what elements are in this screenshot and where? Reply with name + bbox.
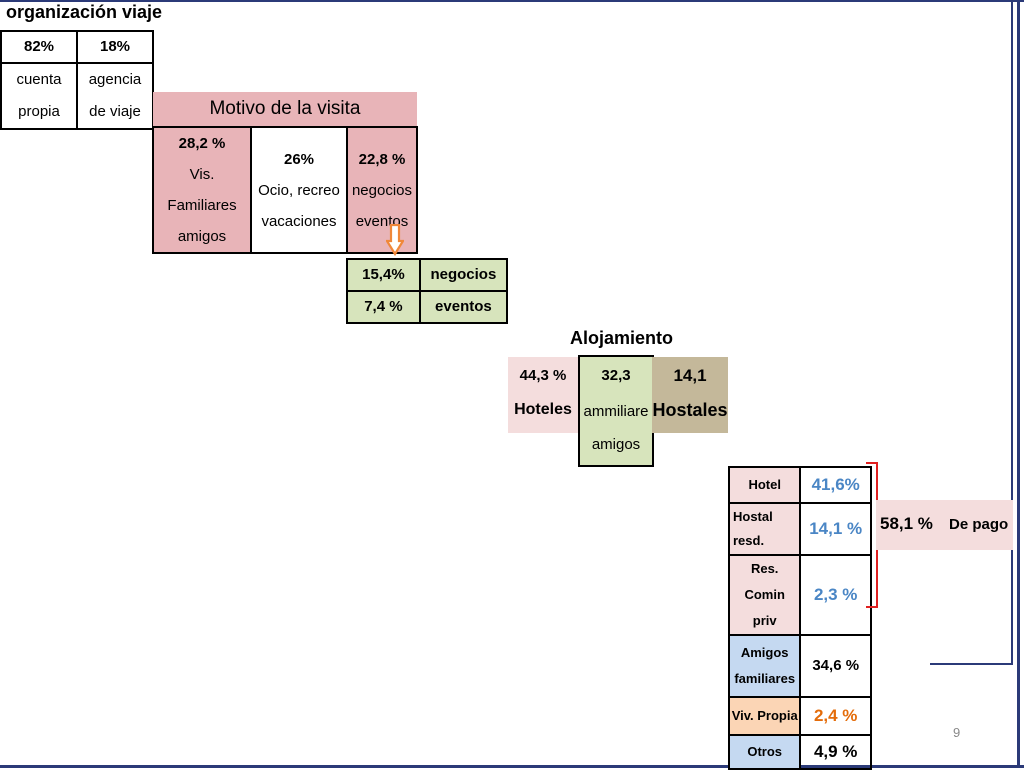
negocios-pct: 15,4%: [346, 258, 421, 292]
organizacion-label-agencia-line2: de viaje: [89, 103, 141, 120]
organizacion-pct-propia: 82%: [0, 30, 78, 64]
detalle-rescomin-label-line1: Res. Comin: [744, 561, 785, 602]
down-arrow-icon: [386, 224, 404, 256]
detalle-hostal-label-line1: Hostal: [733, 509, 773, 524]
detalle-amigos-label: Amigos familiares: [727, 634, 802, 698]
motivo-ocio-line1: Ocio, recreo: [258, 181, 340, 199]
detalle-hostal-label-line2: resd.: [733, 533, 765, 548]
detalle-hostal-label: Hostal resd.: [727, 502, 802, 556]
detalle-hotel-value: 41,6%: [799, 466, 872, 504]
detalle-otros-value: 4,9 %: [799, 734, 872, 770]
eventos-pct: 7,4 %: [346, 290, 421, 324]
organizacion-label-agencia: agencia de viaje: [76, 62, 154, 130]
de-pago-box: 58,1 % De pago: [876, 500, 1013, 550]
frame-top-border: [0, 0, 1024, 2]
motivo-ocio: 26% Ocio, recreo vacaciones: [250, 126, 348, 254]
motivo-ocio-line2: vacaciones: [261, 212, 337, 230]
detalle-rescomin-label: Res. Comin priv: [727, 554, 802, 636]
organizacion-label-propia: cuenta propia: [0, 62, 78, 130]
alojamiento-hostales: 14,1 Hostales: [652, 357, 728, 433]
eventos-label: eventos: [418, 290, 509, 324]
detalle-amigos-label-line2: familiares: [734, 671, 796, 686]
alojamiento-familiares-line1: ammiliare: [583, 403, 649, 420]
organizacion-label-agencia-line1: agencia: [88, 71, 142, 88]
alojamiento-hoteles-label: Hoteles: [514, 401, 572, 418]
motivo-ocio-pct: 26%: [283, 150, 315, 168]
alojamiento-hoteles: 44,3 % Hoteles: [508, 357, 578, 433]
alojamiento-hostales-pct: 14,1: [673, 366, 707, 385]
detalle-hostal-value: 14,1 %: [799, 502, 872, 556]
alojamiento-familiares: 32,3 ammiliare amigos: [578, 355, 654, 467]
motivo-negocios-pct: 22,8 %: [358, 150, 406, 168]
motivo-title: Motivo de la visita: [153, 92, 417, 126]
organizacion-title: organización viaje: [6, 2, 163, 22]
alojamiento-title: Alojamiento: [570, 328, 674, 348]
motivo-familiares-line2: amigos: [177, 228, 227, 245]
de-pago-pct: 58,1 %: [880, 514, 933, 533]
detalle-amigos-label-line1: Amigos: [740, 645, 789, 660]
detalle-hotel-label: Hotel: [727, 466, 802, 504]
alojamiento-hoteles-pct: 44,3 %: [519, 367, 567, 384]
motivo-familiares: 28,2 % Vis. Familiares amigos: [152, 126, 252, 254]
frame-inner-bottom: [930, 663, 1013, 665]
negocios-label: negocios: [418, 258, 509, 292]
detalle-amigos-value: 34,6 %: [799, 634, 872, 698]
frame-bottom-border: [0, 765, 1024, 768]
detalle-vivpropia-label: Viv. Propia: [727, 696, 802, 736]
motivo-negocios-line1: negocios: [351, 181, 413, 199]
detalle-otros-label: Otros: [727, 734, 802, 770]
frame-right-border: [1017, 0, 1020, 768]
de-pago-label: De pago: [949, 516, 1009, 533]
frame-inner-border: [1011, 0, 1013, 665]
detalle-table: Hotel 41,6% Hostal resd. 14,1 % Res. Com…: [727, 466, 872, 770]
detalle-rescomin-value: 2,3 %: [799, 554, 872, 636]
motivo-negocios-line2: eventos: [355, 212, 409, 230]
alojamiento-familiares-line2: amigos: [591, 436, 641, 453]
motivo-familiares-line1: Vis. Familiares: [167, 166, 237, 214]
alojamiento-hostales-label: Hostales: [652, 400, 728, 420]
organizacion-label-propia-line1: cuenta: [16, 71, 62, 88]
organizacion-table: 82% 18% cuenta propia agencia de viaje: [0, 30, 154, 130]
organizacion-label-propia-line2: propia: [18, 103, 60, 120]
detalle-vivpropia-value: 2,4 %: [799, 696, 872, 736]
page-number: 9: [953, 725, 961, 740]
organizacion-pct-agencia: 18%: [76, 30, 154, 64]
motivo-familiares-pct: 28,2 %: [178, 135, 226, 152]
motivo-table: 28,2 % Vis. Familiares amigos 26% Ocio, …: [152, 126, 418, 254]
motivo-negocios: 22,8 % negocios eventos: [346, 126, 418, 254]
negocios-table: 15,4% negocios 7,4 % eventos: [346, 258, 509, 324]
detalle-rescomin-label-line2: priv: [752, 613, 777, 628]
alojamiento-familiares-pct: 32,3: [601, 367, 631, 384]
